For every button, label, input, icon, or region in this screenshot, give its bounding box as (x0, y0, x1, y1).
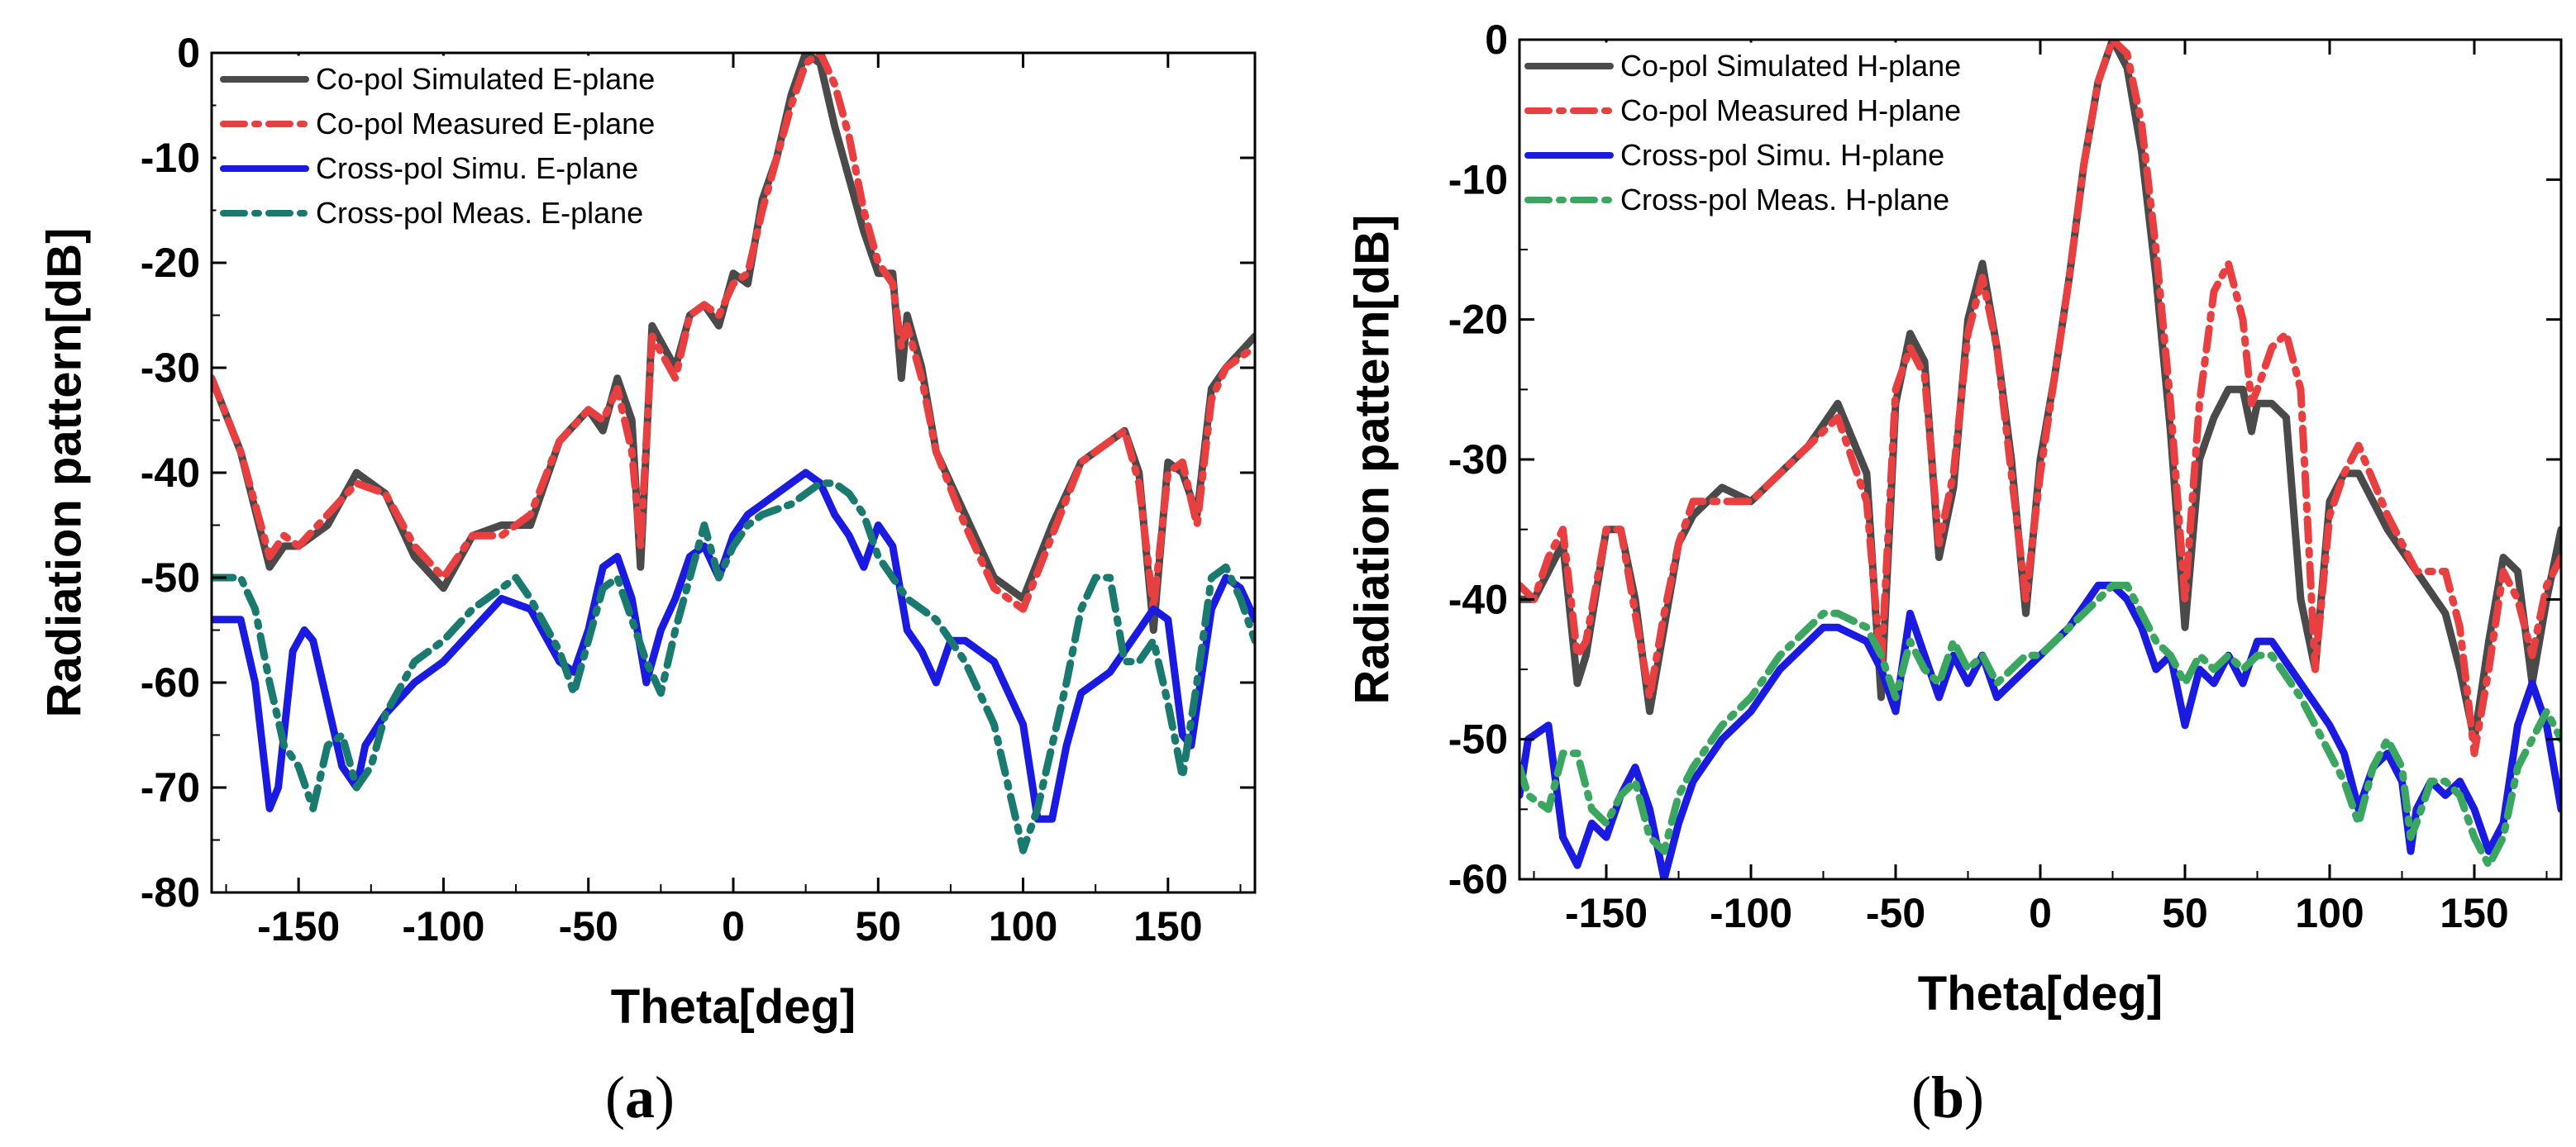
legend: Co-pol Simulated E-plane Co-pol Measured … (216, 55, 704, 236)
y-tick-label: -60 (141, 659, 200, 706)
y-tick-label: -50 (1448, 716, 1508, 763)
x-tick-label: 150 (2440, 890, 2508, 936)
x-tick-label: 100 (2295, 890, 2364, 936)
series-line-4 (212, 479, 1255, 854)
y-tick-label: -20 (141, 240, 200, 286)
legend-entry: Cross-pol Simu. E-plane (316, 151, 638, 185)
x-tick-label: -50 (559, 903, 618, 949)
legend-entry: Cross-pol Meas. E-plane (316, 196, 643, 230)
series-group (1519, 40, 2561, 879)
y-tick-label: -20 (1448, 297, 1508, 343)
y-axis-label: Radiation pattern[dB] (1346, 215, 1400, 705)
x-axis-label: Theta[deg] (1918, 967, 2163, 1021)
panel-caption: (a) (605, 1064, 675, 1130)
series-line-4 (1519, 581, 2561, 869)
caption-close-paren: ) (1964, 1064, 1984, 1130)
legend-box (216, 55, 704, 236)
series-line-2 (212, 53, 1255, 613)
x-tick-label: 0 (2029, 890, 2052, 936)
chart-panel-a: -150 -100 -50 0 50 100 150 0 -10 -20 -30 -40 -50 -60 -… (38, 30, 1257, 1130)
series-line-2 (1519, 40, 2561, 758)
y-tick-label: 0 (1485, 17, 1508, 63)
x-tick-label: 150 (1133, 903, 1202, 949)
y-tick-label: -70 (141, 764, 200, 811)
series-group (212, 53, 1255, 854)
caption-close-paren: ) (655, 1064, 675, 1130)
panel-caption: (b) (1911, 1064, 1984, 1130)
y-tick-label: 0 (177, 30, 200, 76)
x-tick-label: 50 (855, 903, 901, 949)
x-axis-label: Theta[deg] (611, 980, 856, 1034)
y-tick-label: -30 (1448, 436, 1508, 483)
legend-entry: Co-pol Measured H-plane (1620, 93, 1961, 127)
x-tick-label: -50 (1866, 890, 1925, 936)
legend-box (1520, 42, 2018, 222)
y-tick-label: -10 (1448, 156, 1508, 202)
x-tick-label: 100 (989, 903, 1057, 949)
y-tick-label: -30 (141, 345, 200, 391)
legend-entry: Co-pol Simulated H-plane (1620, 49, 1961, 83)
x-tick-label: -150 (1565, 890, 1648, 936)
caption-letter: b (1931, 1064, 1964, 1130)
caption-open-paren: ( (1911, 1064, 1931, 1130)
y-tick-label: -50 (141, 554, 200, 601)
y-tick-label: -40 (1448, 576, 1508, 622)
x-tick-label: -100 (402, 903, 484, 949)
legend: Co-pol Simulated H-plane Co-pol Measured … (1520, 42, 2018, 222)
legend-entry: Co-pol Simulated E-plane (316, 62, 655, 96)
y-tick-label: -80 (141, 869, 200, 916)
caption-letter: a (625, 1064, 655, 1130)
x-tick-label: -100 (1710, 890, 1792, 936)
caption-open-paren: ( (605, 1064, 625, 1130)
y-tick-label: -60 (1448, 856, 1508, 902)
x-tick-label: 0 (722, 903, 745, 949)
y-tick-label: -40 (141, 450, 200, 496)
legend-entry: Cross-pol Simu. H-plane (1620, 138, 1944, 172)
chart-panel-b: -150 -100 -50 0 50 100 150 0 -10 -20 -30 -40 -50 -60 T… (1346, 17, 2563, 1130)
series-line-3 (1519, 581, 2561, 879)
legend-entry: Cross-pol Meas. H-plane (1620, 183, 1949, 217)
y-tick-label: -10 (141, 135, 200, 181)
legend-entry: Co-pol Measured E-plane (316, 107, 655, 140)
x-tick-label: 50 (2162, 890, 2208, 936)
y-axis-label: Radiation pattern[dB] (38, 228, 92, 718)
x-tick-label: -150 (257, 903, 340, 949)
